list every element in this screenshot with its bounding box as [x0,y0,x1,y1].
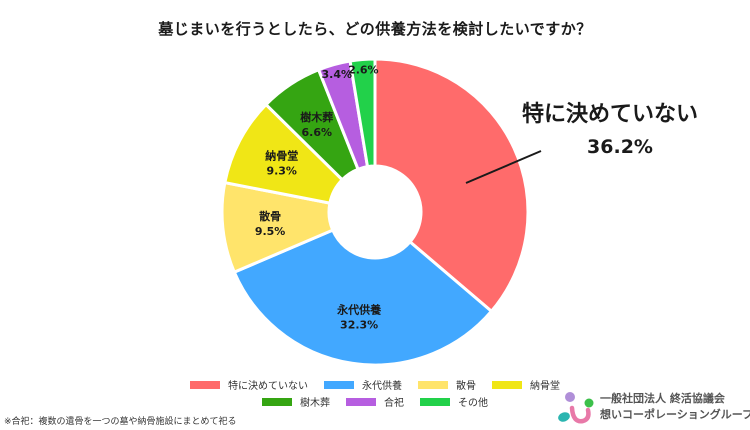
chart-title: 墓じまいを行うとしたら、どの供養方法を検討したいですか？ [158,20,592,38]
legend-item[interactable]: その他 [420,394,488,409]
legend-label: 樹木葬 [300,398,330,409]
donut-slices [220,57,530,367]
slice-0 [373,57,530,314]
slice-label-6: 2.6% [348,63,379,76]
logo-line-1: 一般社団法人 終活協議会 [600,392,725,405]
svg-text:樹木葬: 樹木葬 [300,110,333,124]
legend-item[interactable]: 樹木葬 [262,394,330,409]
footnote: ※合祀：複数の遺骨を一つの墓や納骨施設にまとめて祀る [4,417,237,427]
legend-swatch [418,380,448,389]
callout-annotation: 特に決めていない 36.2% [500,96,720,158]
logo-line-2: 想いコーポレーショングループ [600,408,750,421]
legend-label: その他 [458,398,488,409]
svg-text:3.4%: 3.4% [322,68,353,81]
legend-label: 散骨 [456,381,476,392]
svg-text:9.3%: 9.3% [266,165,297,178]
slice-label-5: 3.4% [322,68,353,81]
logo-text: 一般社団法人 終活協議会 想いコーポレーショングループ [600,391,750,423]
slice-labels: 永代供養 32.3% 散骨 9.5% 納骨堂 9.3% 樹木葬 6.6% 3.4%2.6% [255,63,381,331]
svg-text:2.6%: 2.6% [348,63,379,76]
logo-mark-icon [558,392,594,424]
svg-text:散骨: 散骨 [259,209,281,223]
callout-leader-line [465,150,542,184]
legend-swatch [492,380,522,389]
legend-swatch [420,397,450,406]
slice-label-2: 散骨 9.5% [255,209,286,238]
slice-label-1: 永代供養 32.3% [336,302,381,331]
slice-label-3: 納骨堂 9.3% [265,149,298,178]
legend-item[interactable]: 永代供養 [324,377,402,392]
organization-logo: 一般社団法人 終活協議会 想いコーポレーショングループ [556,390,750,426]
svg-text:6.6%: 6.6% [301,126,332,139]
svg-text:9.5%: 9.5% [255,225,286,238]
legend-swatch [346,397,376,406]
legend-label: 特に決めていない [228,381,308,392]
legend-item[interactable]: 散骨 [418,377,476,392]
legend-item[interactable]: 特に決めていない [190,377,308,392]
slice-label-4: 樹木葬 6.6% [300,110,333,139]
svg-text:永代供養: 永代供養 [336,302,381,316]
legend-item[interactable]: 合祀 [346,394,404,409]
legend-row-1: 特に決めていない 永代供養 散骨 納骨堂 [0,376,750,393]
svg-text:32.3%: 32.3% [340,318,378,331]
slice-6 [348,57,377,169]
legend-item[interactable]: 納骨堂 [492,377,560,392]
slice-1 [232,228,494,367]
callout-value: 36.2% [587,136,653,158]
legend-row-2: 樹木葬 合祀 その他 [0,393,750,410]
legend-label: 合祀 [384,398,404,409]
legend-swatch [190,380,220,389]
callout-name: 特に決めていない [521,102,698,127]
legend-swatch [262,397,292,406]
legend-swatch [324,380,354,389]
legend-label: 納骨堂 [530,381,560,392]
legend: 特に決めていない 永代供養 散骨 納骨堂 樹木葬 合祀 その他 [0,376,750,410]
legend-label: 永代供養 [362,381,402,392]
svg-text:納骨堂: 納骨堂 [265,149,298,163]
